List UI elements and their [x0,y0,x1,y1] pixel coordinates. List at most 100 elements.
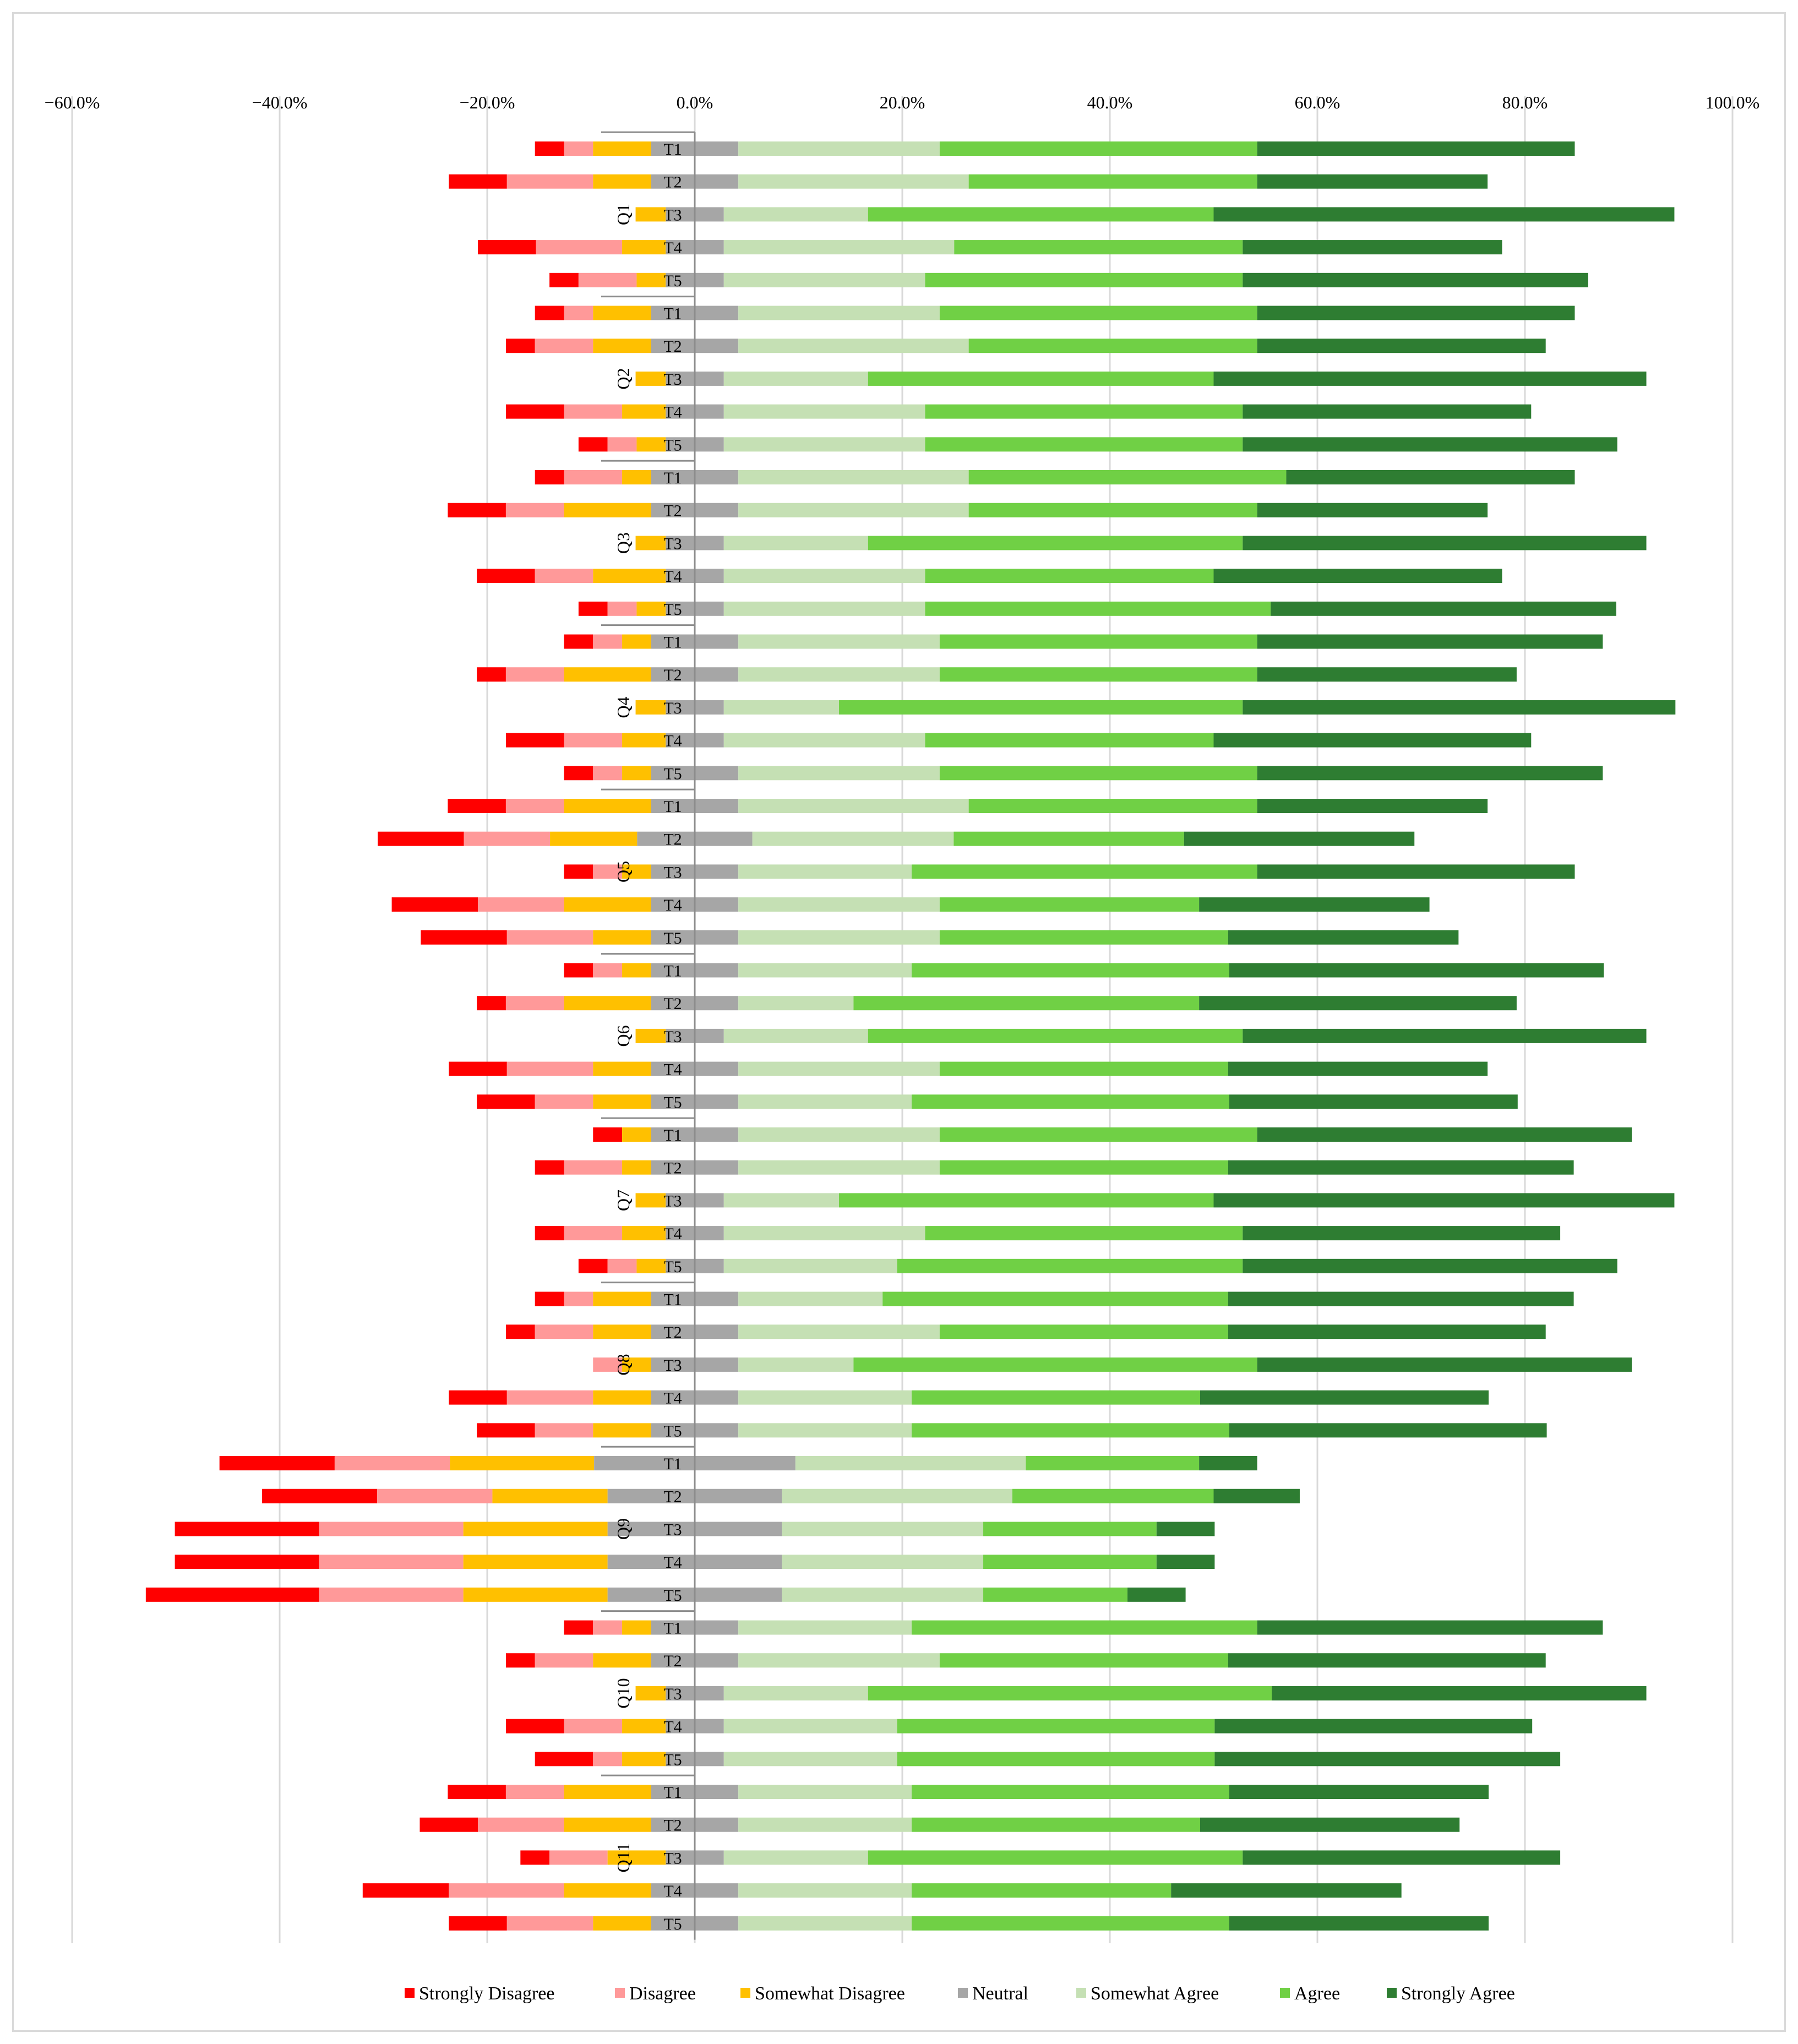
treatment-label: T4 [663,239,682,257]
bar-segment [593,1653,651,1668]
bar-segment [593,339,651,353]
question-label: Q2 [613,368,633,389]
bar-segment [506,930,593,945]
bar-segment [1228,1061,1488,1076]
bar-segment [868,1686,1272,1700]
treatment-label: T2 [663,995,682,1013]
x-tick-label: −40.0% [252,92,308,112]
bar-segment [520,1850,550,1865]
bar-segment [738,1094,912,1109]
bar-segment [448,1785,506,1799]
question-label: Q5 [613,861,633,882]
bar-segment [593,1291,651,1306]
bar-segment [564,897,651,912]
bar-segment [983,1587,1128,1602]
bar-segment [1257,174,1488,189]
bar-segment [1199,996,1517,1011]
bar-segment [911,1423,1229,1438]
treatment-label: T5 [663,601,682,619]
bar-segment [868,1028,1243,1043]
bar-segment [738,1324,940,1339]
bar-segment [723,733,925,748]
bar-segment [319,1587,464,1602]
bar-segment [1213,1193,1675,1208]
bar-segment [1271,601,1616,616]
bar-segment [1127,1587,1186,1602]
bar-segment [505,667,564,682]
bar-segment [1243,1028,1647,1043]
bar-segment [968,470,1287,484]
bar-segment [939,306,1257,320]
bar-segment [506,1390,593,1405]
bar-segment [1243,536,1647,550]
bar-segment [448,799,506,813]
bar-segment [607,1258,637,1273]
bar-segment [622,404,666,419]
bar-segment [911,1785,1229,1799]
bar-segment [378,831,464,846]
treatment-label: T5 [663,1587,682,1605]
bar-segment [391,897,478,912]
bar-segment [449,174,507,189]
bar-segment [723,1686,868,1700]
bar-segment [549,272,579,287]
bar-segment [939,766,1257,781]
bar-segment [505,339,535,353]
bar-segment [1228,1160,1574,1175]
bar-segment [593,1620,623,1635]
bar-segment [723,207,868,222]
bar-segment [578,1258,608,1273]
bar-segment [622,733,666,748]
treatment-label: T4 [663,1389,682,1408]
bar-segment [450,1456,595,1470]
bar-segment [897,1258,1243,1273]
bar-segment [868,1850,1243,1865]
bar-segment [723,1028,868,1043]
bar-segment [319,1522,464,1536]
treatment-label: T4 [663,568,682,586]
bar-segment [593,1324,651,1339]
question-label: Q3 [613,532,633,554]
bar-segment [505,799,564,813]
bar-segment [564,306,593,320]
bar-segment [939,1127,1257,1142]
bar-segment [535,339,593,353]
bar-segment [723,371,868,386]
bar-segment [795,1456,1026,1470]
bar-segment [968,503,1257,517]
x-tick-label: 40.0% [1087,92,1133,112]
bar-segment [1257,634,1603,649]
bar-segment [723,437,925,452]
question-label: Q1 [613,204,633,225]
treatment-label: T2 [663,502,682,520]
x-tick-label: 100.0% [1706,92,1760,112]
bar-segment [1199,1456,1257,1470]
treatment-label: T4 [663,404,682,422]
x-tick-label: −60.0% [45,92,100,112]
bar-segment [723,1850,868,1865]
bar-segment [463,1555,608,1569]
bar-segment [738,470,969,484]
bar-segment [1243,1258,1617,1273]
bar-segment [1229,1785,1489,1799]
bar-segment [593,1916,651,1931]
bar-segment [897,1719,1215,1734]
bar-segment [564,141,593,156]
bar-segment [738,1883,912,1898]
treatment-label: T3 [663,1520,682,1539]
legend-label: Somewhat Agree [1091,1983,1219,2004]
bar-segment [622,766,651,781]
bar-segment [175,1555,319,1569]
bar-segment [463,1587,608,1602]
bar-segment [738,667,940,682]
bar-segment [477,1094,535,1109]
legend-label: Somewhat Disagree [755,1983,905,2004]
treatment-label: T3 [663,1685,682,1703]
bar-segment [145,1587,319,1602]
treatment-label: T1 [663,140,682,159]
bar-segment [478,240,536,255]
bar-segment [939,1653,1228,1668]
bar-segment [968,174,1257,189]
bar-segment [1214,1719,1533,1734]
bar-segment [738,1160,940,1175]
